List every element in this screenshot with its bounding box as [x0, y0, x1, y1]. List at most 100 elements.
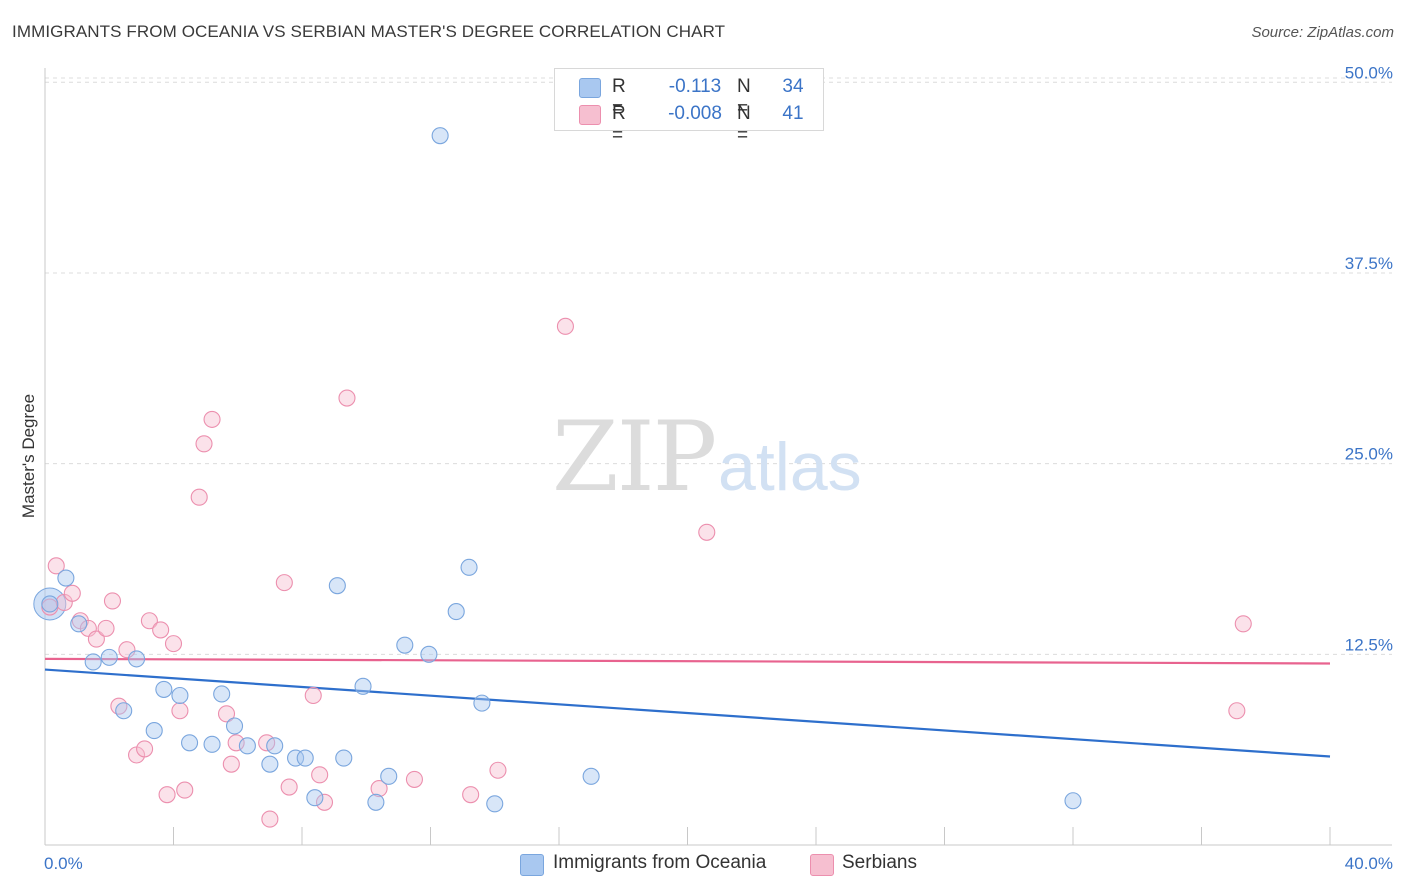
point-serbians: [556, 317, 574, 335]
point-serbians: [370, 780, 388, 798]
legend-label-serbians: Serbians: [842, 852, 917, 873]
watermark: ZIP atlas: [552, 401, 862, 513]
point-serbians: [195, 435, 213, 453]
point-serbians: [171, 702, 189, 720]
point-serbians: [176, 781, 194, 799]
point-cluster-large: [33, 587, 67, 621]
point-serbians: [405, 770, 423, 788]
legend-label-oceania: Immigrants from Oceania: [553, 852, 767, 873]
point-serbians: [87, 630, 105, 648]
point-oceania: [225, 717, 244, 735]
point-serbians: [103, 592, 122, 610]
point-serbians: [280, 778, 298, 796]
point-serbians: [97, 619, 115, 637]
point-serbians: [110, 697, 128, 715]
axes: [44, 68, 1392, 846]
point-oceania: [203, 735, 221, 753]
point-oceania: [396, 636, 414, 654]
grid-lines: [45, 77, 1392, 655]
point-serbians: [47, 557, 65, 575]
point-oceania: [41, 595, 59, 613]
point-oceania: [128, 650, 146, 668]
stats-legend: R = -0.113 N = 34 R = -0.008 N = 41: [554, 68, 824, 146]
r-value: -0.008: [668, 103, 722, 124]
n-value: 41: [782, 103, 804, 124]
point-serbians: [152, 621, 170, 639]
point-oceania: [380, 767, 398, 785]
n-label: N =: [737, 76, 751, 119]
point-oceania: [213, 685, 231, 703]
point-oceania: [84, 653, 102, 671]
point-oceania: [447, 603, 465, 621]
point-oceania: [238, 737, 256, 755]
point-serbians: [164, 635, 183, 653]
x-tick-label: 0.0%: [44, 854, 83, 873]
point-serbians: [315, 793, 334, 811]
point-serbians: [311, 766, 329, 784]
point-serbians: [158, 786, 176, 804]
point-oceania: [582, 767, 600, 785]
point-serbians: [261, 810, 279, 828]
legend-swatch-blue: [520, 854, 544, 876]
legend-swatch-pink: [810, 854, 834, 876]
point-serbians: [304, 686, 322, 705]
point-serbians: [136, 740, 154, 758]
point-oceania: [460, 558, 478, 576]
n-label: N =: [737, 103, 751, 146]
y-axis-label: Master's Degree: [19, 394, 38, 518]
legend-swatch-blue: [579, 78, 601, 98]
watermark-zip: ZIP: [552, 401, 715, 513]
point-oceania: [328, 577, 346, 595]
point-oceania: [431, 127, 449, 145]
y-tick-label: 50.0%: [1345, 63, 1393, 82]
point-oceania: [287, 749, 305, 767]
point-serbians: [275, 574, 293, 592]
axis-labels: 12.5% 25.0% 37.5% 50.0% 0.0% 40.0% Master's De…: [19, 63, 1393, 873]
point-oceania: [473, 694, 491, 712]
point-oceania: [57, 569, 75, 587]
point-oceania: [145, 722, 163, 740]
point-serbians: [338, 389, 356, 407]
point-serbians: [1234, 615, 1252, 633]
point-oceania: [420, 645, 438, 663]
chart-title: IMMIGRANTS FROM OCEANIA VS SERBIAN MASTE…: [12, 22, 726, 41]
point-oceania: [181, 734, 199, 752]
point-oceania: [1064, 792, 1082, 810]
point-serbians: [1228, 702, 1246, 720]
point-serbians: [63, 584, 81, 602]
x-tick-label: 40.0%: [1345, 854, 1393, 873]
y-tick-label: 12.5%: [1345, 635, 1393, 654]
y-tick-label: 25.0%: [1345, 445, 1393, 464]
point-oceania: [486, 795, 504, 813]
point-serbians: [222, 755, 240, 773]
point-oceania: [70, 615, 88, 633]
point-serbians: [489, 761, 507, 779]
point-oceania: [171, 686, 189, 705]
point-oceania: [115, 702, 133, 720]
point-oceania: [335, 749, 353, 767]
point-serbians: [462, 786, 480, 804]
point-serbians: [217, 705, 236, 723]
r-label: R =: [612, 76, 626, 119]
trend-lines: [44, 657, 1331, 758]
trend-line-serbians: [44, 657, 1331, 665]
watermark-atlas: atlas: [718, 429, 862, 505]
point-serbians: [203, 410, 221, 428]
point-oceania: [306, 789, 324, 807]
r-value: -0.113: [668, 76, 722, 97]
n-value: 34: [782, 76, 804, 97]
y-tick-label: 37.5%: [1345, 254, 1393, 273]
data-points: [33, 127, 1252, 828]
source-label: Source: ZipAtlas.com: [1251, 24, 1394, 41]
series-legend: Immigrants from Oceania Serbians: [0, 851, 1406, 877]
point-serbians: [227, 734, 245, 752]
point-oceania: [261, 755, 279, 773]
legend-swatch-pink: [579, 105, 601, 125]
point-oceania: [296, 749, 314, 767]
point-oceania: [354, 677, 372, 695]
point-serbians: [140, 612, 158, 630]
point-oceania: [100, 648, 118, 666]
point-oceania: [155, 680, 173, 698]
point-oceania: [266, 737, 284, 755]
